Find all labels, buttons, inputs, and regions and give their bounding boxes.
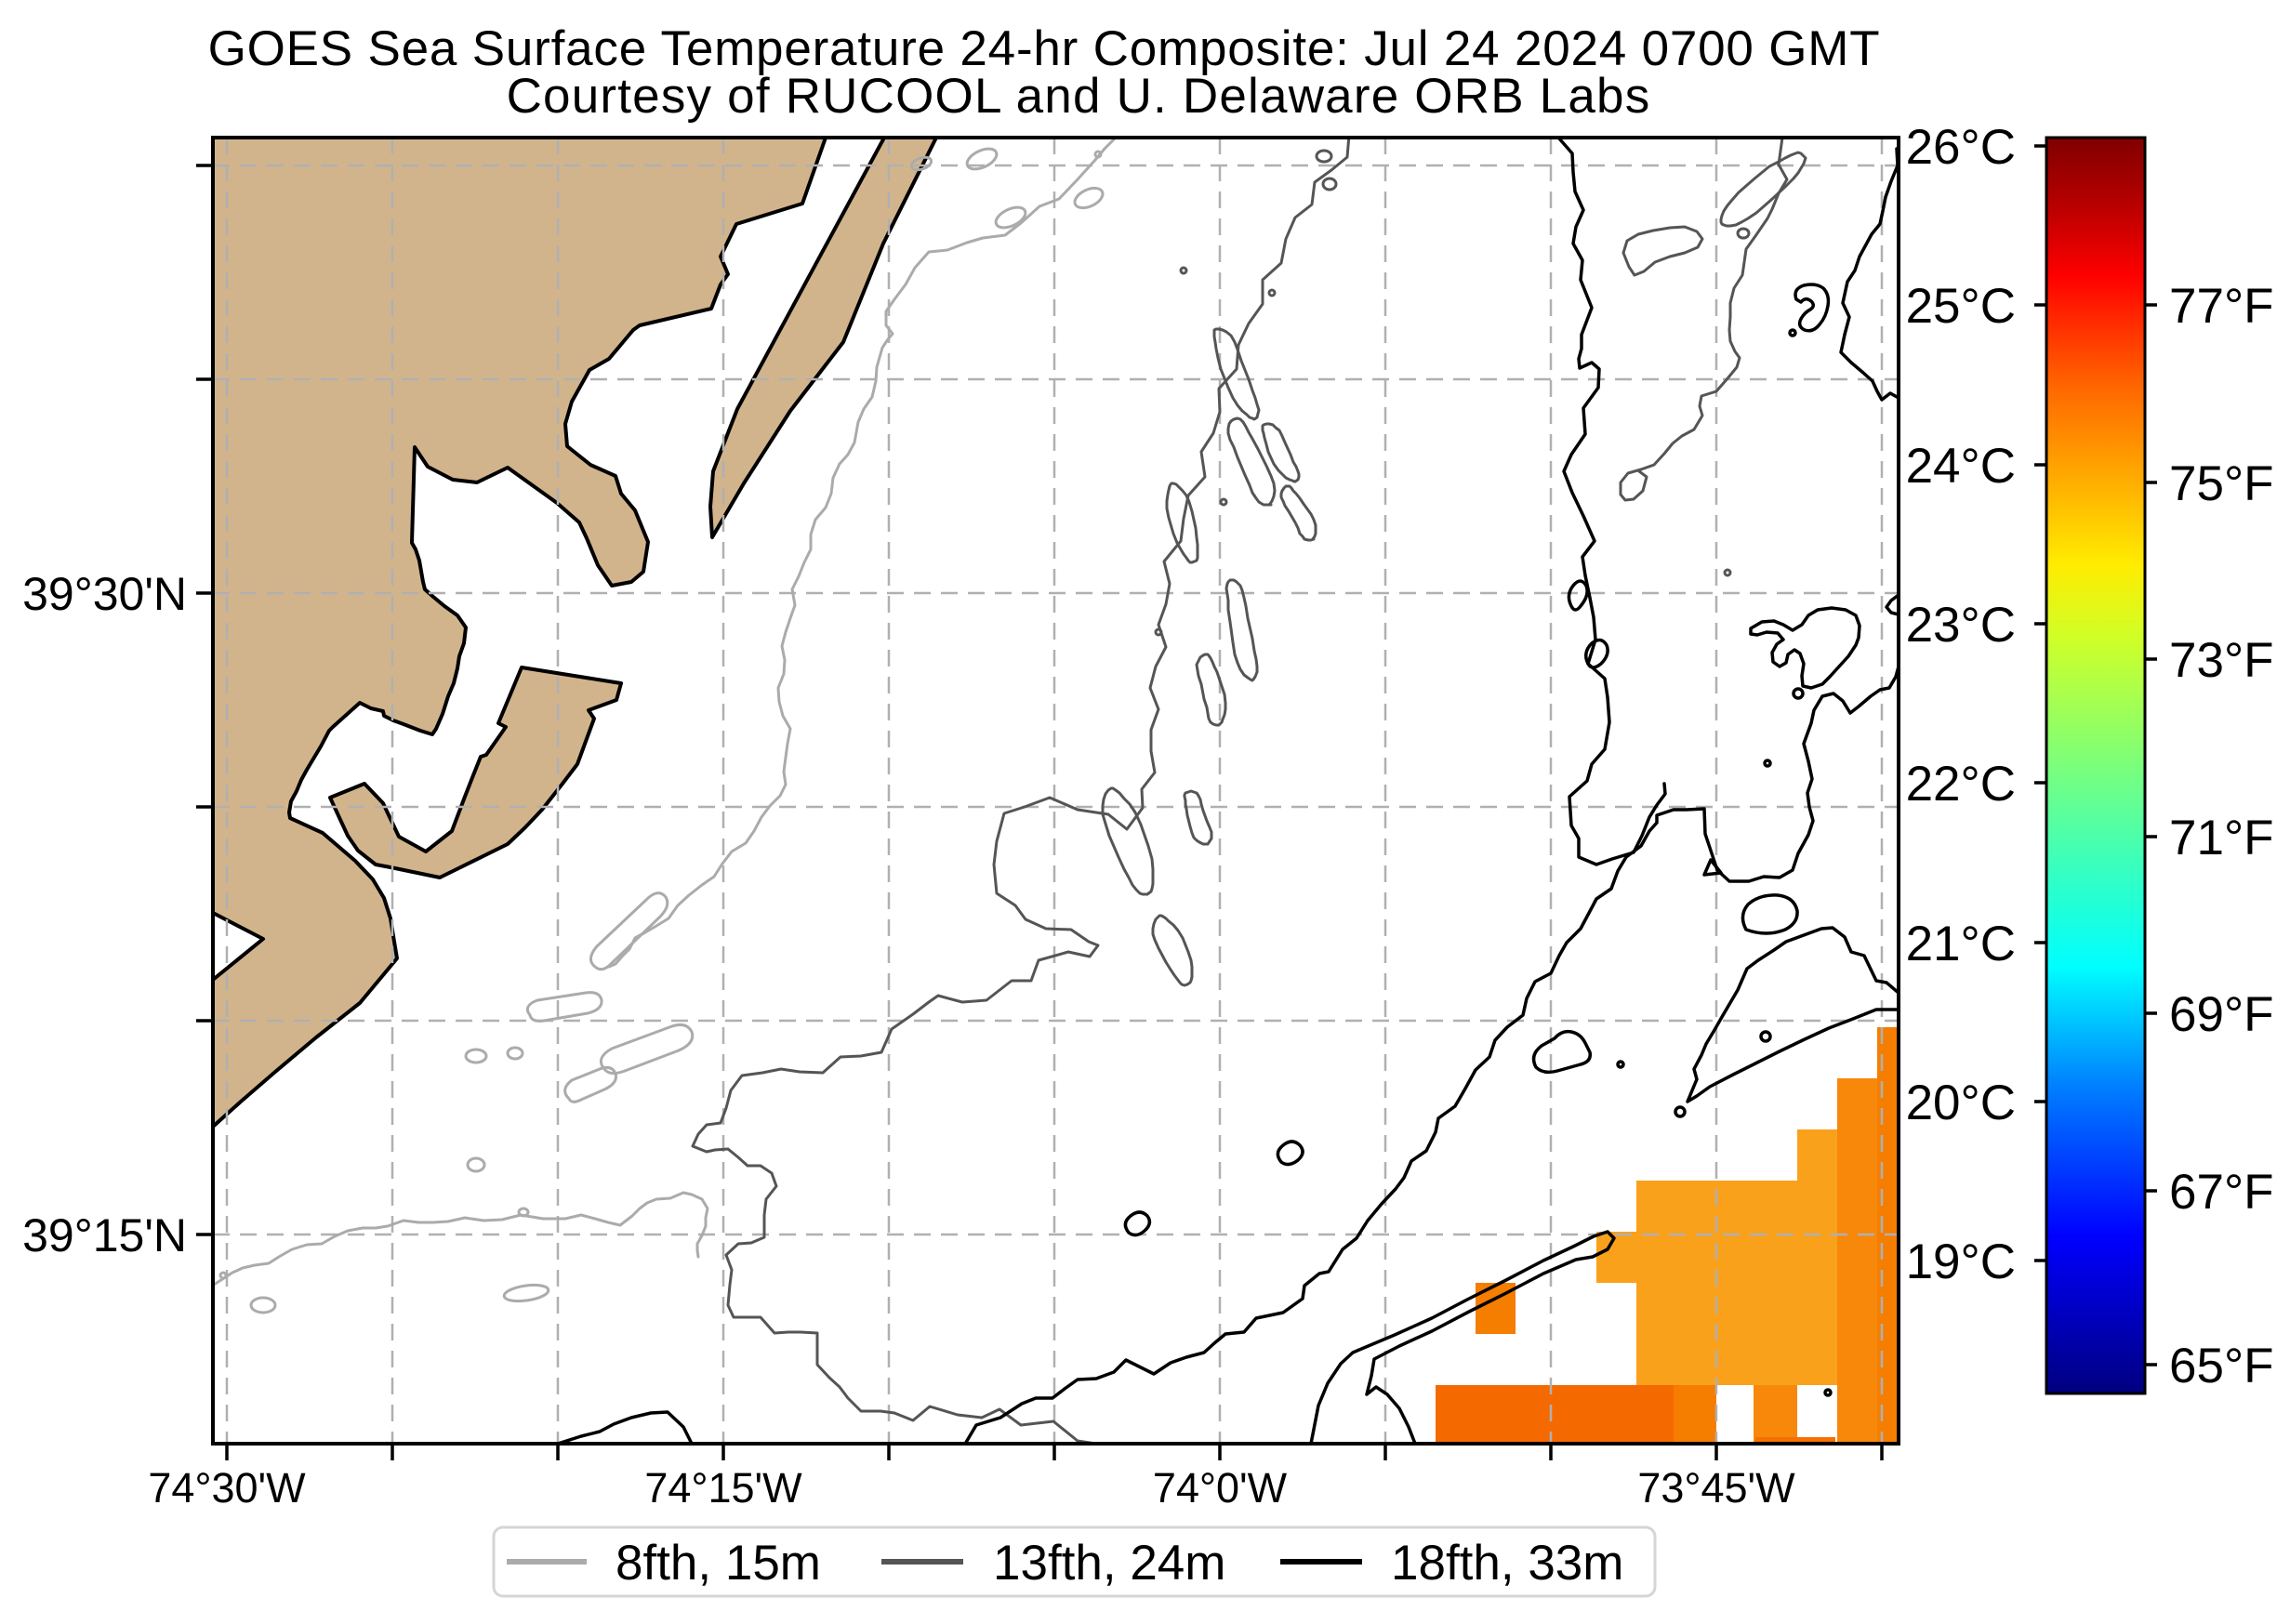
- svg-text:GOES Sea Surface Temperature 2: GOES Sea Surface Temperature 24-hr Compo…: [208, 21, 1881, 76]
- svg-text:73°F: 73°F: [2169, 633, 2274, 688]
- svg-text:69°F: 69°F: [2169, 987, 2274, 1042]
- svg-text:74°30'W: 74°30'W: [148, 1464, 306, 1512]
- svg-text:74°15'W: 74°15'W: [644, 1464, 802, 1512]
- svg-text:65°F: 65°F: [2169, 1339, 2274, 1393]
- svg-text:39°15'N: 39°15'N: [22, 1209, 187, 1261]
- svg-text:19°C: 19°C: [1906, 1235, 2016, 1289]
- svg-text:73°45'W: 73°45'W: [1637, 1464, 1795, 1512]
- svg-text:23°C: 23°C: [1906, 598, 2016, 653]
- svg-text:71°F: 71°F: [2169, 811, 2274, 865]
- svg-text:21°C: 21°C: [1906, 917, 2016, 971]
- svg-text:20°C: 20°C: [1906, 1076, 2016, 1130]
- svg-text:67°F: 67°F: [2169, 1165, 2274, 1220]
- svg-text:26°C: 26°C: [1906, 120, 2016, 175]
- svg-text:24°C: 24°C: [1906, 439, 2016, 494]
- svg-text:77°F: 77°F: [2169, 279, 2274, 334]
- svg-text:22°C: 22°C: [1906, 757, 2016, 812]
- svg-text:8fth, 15m: 8fth, 15m: [616, 1536, 821, 1591]
- svg-text:75°F: 75°F: [2169, 456, 2274, 511]
- svg-text:Courtesy of RUCOOL and U. Dela: Courtesy of RUCOOL and U. Delaware ORB L…: [507, 69, 1651, 124]
- svg-text:74°0'W: 74°0'W: [1153, 1464, 1288, 1512]
- svg-text:39°30'N: 39°30'N: [22, 568, 187, 620]
- svg-text:13fth, 24m: 13fth, 24m: [993, 1536, 1225, 1591]
- svg-text:25°C: 25°C: [1906, 279, 2016, 334]
- svg-text:18fth, 33m: 18fth, 33m: [1391, 1536, 1623, 1591]
